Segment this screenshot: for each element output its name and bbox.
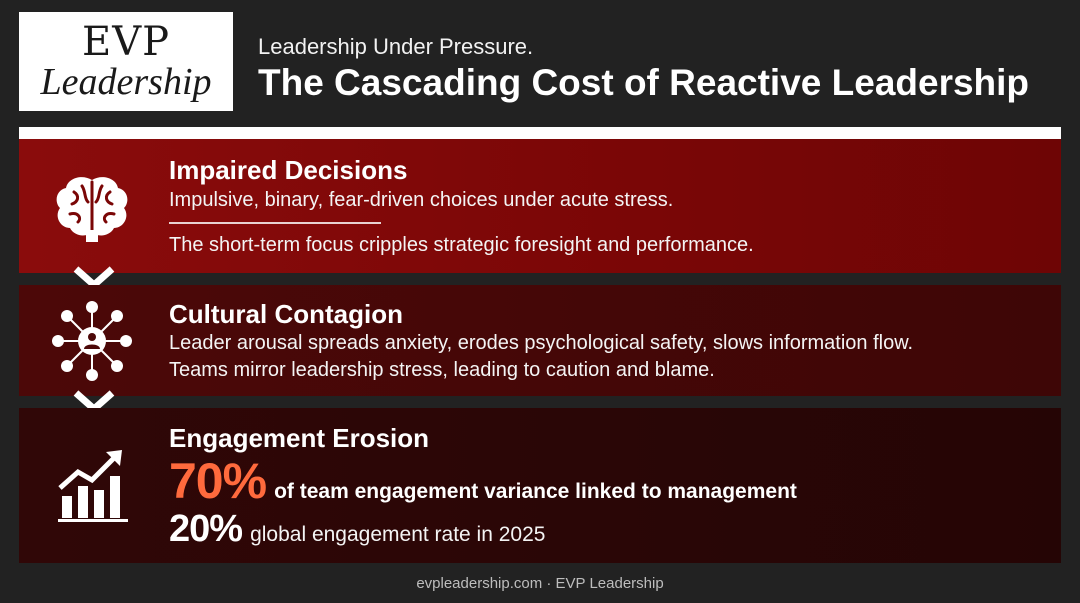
network-people-icon [52, 299, 132, 388]
panel-text: Impulsive, binary, fear-driven choices u… [169, 189, 674, 211]
panel-text: The short-term focus cripples strategic … [169, 234, 754, 256]
stat-value: 70% [169, 453, 267, 509]
stat-label: global engagement rate in 2025 [250, 523, 546, 546]
stat-row: 20% global engagement rate in 2025 [169, 508, 545, 551]
logo-text-evp: EVP [82, 18, 170, 65]
header-subtitle: Leadership Under Pressure. [258, 34, 534, 59]
stat-row: 70% of team engagement variance linked t… [169, 452, 797, 510]
panel-divider [169, 222, 381, 224]
page-title: The Cascading Cost of Reactive Leadershi… [258, 62, 1030, 103]
panel-impaired-decisions: Impaired Decisions Impulsive, binary, fe… [19, 139, 1061, 273]
panel-text: Leader arousal spreads anxiety, erodes p… [169, 332, 914, 354]
panel-cultural-contagion: Cultural Contagion Leader arousal spread… [19, 285, 1061, 396]
panel-text: Teams mirror leadership stress, leading … [169, 359, 715, 381]
panel-title: Impaired Decisions [169, 155, 408, 185]
stat-label: of team engagement variance linked to ma… [274, 480, 797, 503]
panel-title: Cultural Contagion [169, 299, 403, 329]
panel-engagement-erosion: Engagement Erosion 70% of team engagemen… [19, 408, 1061, 563]
brain-icon [52, 174, 132, 249]
logo-text-leadership: Leadership [40, 60, 212, 103]
growth-chart-icon [56, 448, 132, 529]
stat-value: 20% [169, 508, 243, 550]
footer-text: evpleadership.com · EVP Leadership [416, 575, 664, 592]
header-divider [19, 127, 1061, 139]
logo: EVP Leadership [19, 12, 233, 111]
panel-title: Engagement Erosion [169, 423, 430, 453]
